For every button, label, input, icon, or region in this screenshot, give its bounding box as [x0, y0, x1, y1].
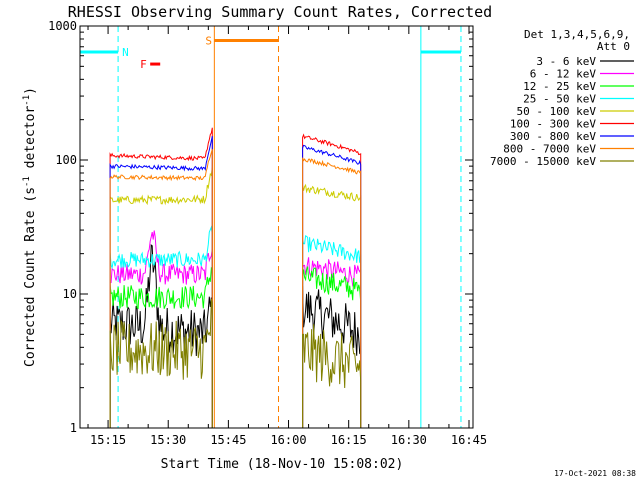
series-line-8-segment-0 [109, 298, 213, 428]
y-tick-label-2: 100 [55, 153, 77, 167]
axis-ticks: 15:15 15:30 15:45 16:00 16:15 16:30 16:45 1 10 10… [48, 19, 487, 447]
x-tick-label-1: 15:30 [150, 433, 186, 447]
y-axis-label: Corrected Count Rate (s-1 detector-1) [22, 87, 38, 367]
series-line-7-segment-1 [302, 157, 362, 428]
x-tick-label-0: 15:15 [90, 433, 126, 447]
marker-f-label: F [140, 58, 147, 71]
legend-label-6: 300 - 800 keV [510, 130, 596, 143]
series-line-6-segment-1 [302, 144, 362, 428]
legend-label-5: 100 - 300 keV [510, 118, 596, 131]
x-tick-label-2: 15:45 [210, 433, 246, 447]
series-line-1-segment-0 [109, 230, 213, 428]
legend-label-8: 7000 - 15000 keV [490, 155, 596, 168]
series-line-6-segment-0 [109, 135, 213, 428]
legend-label-7: 800 - 7000 keV [503, 143, 596, 156]
series-line-2-segment-0 [109, 266, 213, 428]
legend-label-1: 6 - 12 keV [530, 68, 597, 81]
y-axis-label-sup2: -1 [22, 95, 32, 106]
y-axis-label-sup1: -1 [22, 176, 32, 187]
y-tick-label-1: 10 [63, 287, 77, 301]
plot-frame [79, 25, 474, 429]
series-line-3-segment-1 [302, 234, 362, 428]
x-tick-label-4: 16:15 [331, 433, 367, 447]
series-line-0-segment-1 [302, 285, 362, 428]
x-tick-label-5: 16:30 [391, 433, 427, 447]
series-line-8-segment-1 [302, 324, 362, 428]
series-line-5-segment-1 [302, 133, 362, 428]
legend-label-3: 25 - 50 keV [523, 93, 596, 106]
y-axis-label-mid: detector [23, 106, 38, 177]
series-line-7-segment-0 [109, 149, 213, 428]
footer-timestamp: 17-Oct-2021 08:38 [554, 469, 636, 478]
series-line-5-segment-0 [109, 127, 213, 428]
x-axis-label: Start Time (18-Nov-10 15:08:02) [161, 457, 404, 472]
series-line-2-segment-1 [302, 266, 362, 428]
legend-label-0: 3 - 6 keV [536, 55, 596, 68]
chart-title: RHESSI Observing Summary Count Rates, Co… [68, 3, 492, 21]
x-tick-label-6: 16:45 [451, 433, 487, 447]
series-line-4-segment-0 [109, 167, 213, 428]
y-axis-label-main: Corrected Count Rate (s [23, 187, 38, 367]
series-lines [109, 127, 362, 428]
series-line-4-segment-1 [302, 183, 362, 428]
marker-s-label: S [205, 34, 212, 47]
y-axis-label-end: ) [23, 87, 38, 95]
series-line-0-segment-0 [109, 244, 213, 428]
legend-label-2: 12 - 25 keV [523, 80, 596, 93]
y-tick-label-0: 1 [70, 421, 77, 435]
y-tick-label-3: 1000 [48, 19, 77, 33]
legend-header-attenuator: Att 0 [597, 40, 630, 53]
x-tick-label-3: 16:00 [270, 433, 306, 447]
legend-label-4: 50 - 100 keV [517, 105, 597, 118]
legend-header-detectors: Det 1,3,4,5,6,9, [524, 28, 630, 41]
series-line-3-segment-0 [109, 225, 213, 428]
marker-n-label: N [122, 46, 129, 59]
